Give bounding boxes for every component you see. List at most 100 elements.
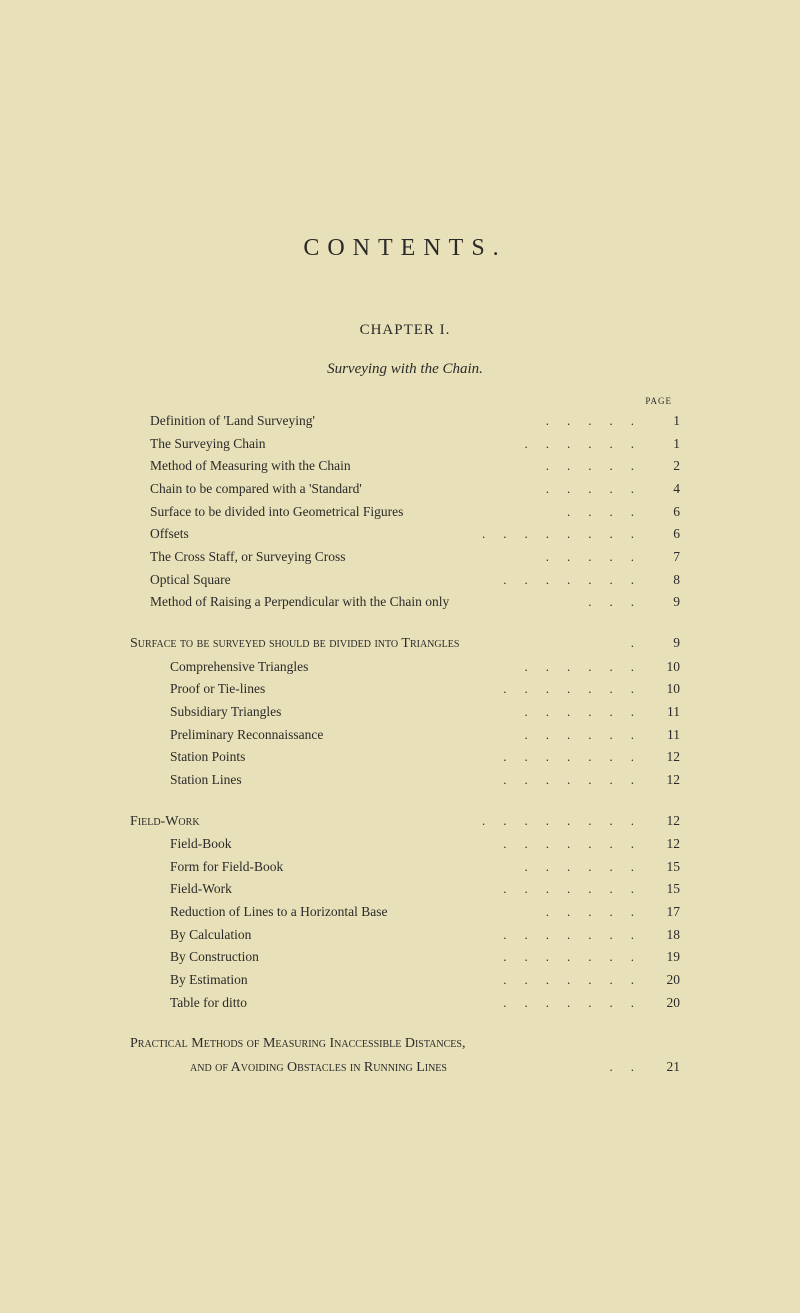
toc-entry: Definition of 'Land Surveying' ..... 1 xyxy=(130,410,680,433)
toc-entry: Method of Measuring with the Chain .....… xyxy=(130,455,680,478)
toc-label: Table for ditto xyxy=(170,992,247,1015)
toc-page: 21 xyxy=(656,1056,680,1079)
leader-dots: ..... xyxy=(351,455,656,477)
leader-dots: ....... xyxy=(247,992,656,1014)
toc-entry: By Estimation ....... 20 xyxy=(130,969,680,992)
toc-entry: Subsidiary Triangles ...... 11 xyxy=(130,701,680,724)
closing-line-1: Practical Methods of Measuring Inaccessi… xyxy=(130,1032,680,1056)
toc-entry: Proof or Tie-lines ....... 10 xyxy=(130,678,680,701)
toc-label: Reduction of Lines to a Horizontal Base xyxy=(170,901,387,924)
leader-dots: ....... xyxy=(232,878,656,900)
leader-dots: ....... xyxy=(231,569,656,591)
toc-label: Chain to be compared with a 'Standard' xyxy=(150,478,362,501)
toc-page: 12 xyxy=(656,746,680,769)
toc-entry: Preliminary Reconnaissance ...... 11 xyxy=(130,724,680,747)
leader-dots: .... xyxy=(403,501,656,523)
toc-entry: The Cross Staff, or Surveying Cross ....… xyxy=(130,546,680,569)
toc-label: Method of Raising a Perpendicular with t… xyxy=(150,591,449,614)
leader-dots: ........ xyxy=(189,523,656,545)
toc-page: 20 xyxy=(656,992,680,1015)
closing-line-2: and of Avoiding Obstacles in Running Lin… xyxy=(130,1056,680,1080)
section-label: Surface to be surveyed should be divided… xyxy=(130,632,459,656)
toc-page: 2 xyxy=(656,455,680,478)
toc-entry: Field-Book ....... 12 xyxy=(130,833,680,856)
leader-dots: ..... xyxy=(315,410,656,432)
leader-dots: .. xyxy=(447,1056,656,1078)
toc-label: By Construction xyxy=(170,946,259,969)
toc-entry: Optical Square ....... 8 xyxy=(130,569,680,592)
toc-label: Offsets xyxy=(150,523,189,546)
toc-label: Subsidiary Triangles xyxy=(170,701,281,724)
chapter-subtitle: Surveying with the Chain. xyxy=(130,361,680,378)
toc-entry: Method of Raising a Perpendicular with t… xyxy=(130,591,680,614)
page-column-header: PAGE xyxy=(130,396,680,406)
leader-dots: ...... xyxy=(323,724,656,746)
toc-page: 18 xyxy=(656,924,680,947)
toc-entry: By Calculation ....... 18 xyxy=(130,924,680,947)
toc-page: 15 xyxy=(656,878,680,901)
toc-page: 11 xyxy=(656,724,680,747)
toc-label: By Estimation xyxy=(170,969,248,992)
closing-label: and of Avoiding Obstacles in Running Lin… xyxy=(190,1056,447,1080)
toc-entry: By Construction ....... 19 xyxy=(130,946,680,969)
chapter-number: CHAPTER I. xyxy=(130,322,680,339)
toc-page: 17 xyxy=(656,901,680,924)
toc-page: 12 xyxy=(656,833,680,856)
closing-section: Practical Methods of Measuring Inaccessi… xyxy=(130,1032,680,1080)
leader-dots: ....... xyxy=(245,746,656,768)
contents-title: CONTENTS. xyxy=(130,235,680,262)
toc-entry: Comprehensive Triangles ...... 10 xyxy=(130,656,680,679)
leader-dots: ...... xyxy=(265,433,656,455)
leader-dots: ....... xyxy=(242,769,656,791)
section-header: Surface to be surveyed should be divided… xyxy=(130,632,680,656)
toc-label: The Cross Staff, or Surveying Cross xyxy=(150,546,346,569)
leader-dots: ...... xyxy=(308,656,656,678)
toc-label: Optical Square xyxy=(150,569,231,592)
toc-label: Surface to be divided into Geometrical F… xyxy=(150,501,403,524)
toc-page: 7 xyxy=(656,546,680,569)
toc-page: 11 xyxy=(656,701,680,724)
toc-page: 19 xyxy=(656,946,680,969)
toc-page: 1 xyxy=(656,410,680,433)
toc-page: 1 xyxy=(656,433,680,456)
leader-dots: . xyxy=(459,632,656,654)
toc-entry: The Surveying Chain ...... 1 xyxy=(130,433,680,456)
toc-page: 15 xyxy=(656,856,680,879)
toc-entry: Station Points ....... 12 xyxy=(130,746,680,769)
toc-label: By Calculation xyxy=(170,924,251,947)
toc-label: Proof or Tie-lines xyxy=(170,678,265,701)
toc-page: 9 xyxy=(656,591,680,614)
leader-dots: ...... xyxy=(283,856,656,878)
toc-entry: Chain to be compared with a 'Standard' .… xyxy=(130,478,680,501)
leader-dots: ..... xyxy=(387,901,656,923)
toc-label: Preliminary Reconnaissance xyxy=(170,724,323,747)
leader-dots: ....... xyxy=(248,969,656,991)
toc-label: The Surveying Chain xyxy=(150,433,265,456)
leader-dots: ....... xyxy=(259,946,656,968)
toc-page: 9 xyxy=(656,632,680,655)
toc-entry: Field-Work ....... 15 xyxy=(130,878,680,901)
toc-page: 12 xyxy=(656,810,680,833)
section-header: Field-Work ........ 12 xyxy=(130,810,680,834)
toc-entry: Reduction of Lines to a Horizontal Base … xyxy=(130,901,680,924)
toc-page: 8 xyxy=(656,569,680,592)
toc-entry: Offsets ........ 6 xyxy=(130,523,680,546)
toc-label: Station Points xyxy=(170,746,245,769)
toc-page: 10 xyxy=(656,656,680,679)
leader-dots: ........ xyxy=(200,810,656,832)
toc-page: 10 xyxy=(656,678,680,701)
toc-label: Field-Book xyxy=(170,833,232,856)
toc-entry: Table for ditto ....... 20 xyxy=(130,992,680,1015)
leader-dots: ... xyxy=(449,591,656,613)
toc-label: Method of Measuring with the Chain xyxy=(150,455,351,478)
toc-entry: Station Lines ....... 12 xyxy=(130,769,680,792)
toc-page: 20 xyxy=(656,969,680,992)
leader-dots: ....... xyxy=(251,924,656,946)
toc-label: Definition of 'Land Surveying' xyxy=(150,410,315,433)
toc-label: Form for Field-Book xyxy=(170,856,283,879)
toc-entry: Form for Field-Book ...... 15 xyxy=(130,856,680,879)
toc-page: 6 xyxy=(656,501,680,524)
toc-page: 4 xyxy=(656,478,680,501)
leader-dots: ....... xyxy=(232,833,656,855)
toc-page: 6 xyxy=(656,523,680,546)
